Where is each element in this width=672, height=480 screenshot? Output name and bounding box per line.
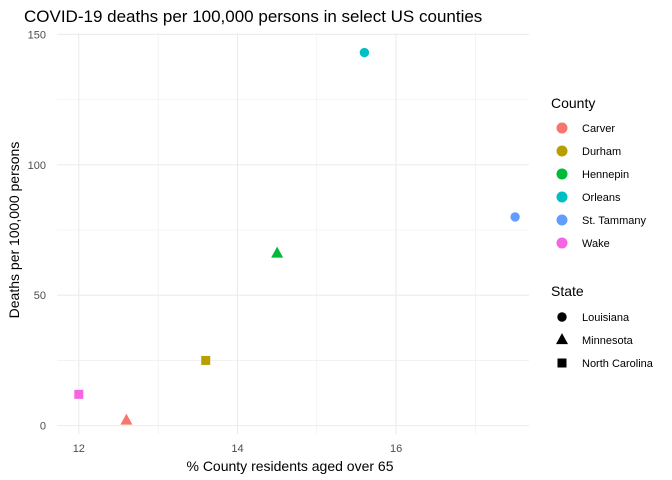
legend-title-state: State — [551, 283, 584, 299]
legend-label: Durham — [582, 146, 621, 158]
legend-key-color — [556, 122, 568, 134]
legend-key-color — [556, 214, 568, 226]
data-point-hennepin — [271, 246, 284, 258]
x-tick-label: 14 — [231, 443, 243, 455]
x-axis-title: % County residents aged over 65 — [186, 458, 393, 474]
legend-key-shape — [557, 358, 567, 368]
chart-title: COVID-19 deaths per 100,000 persons in s… — [24, 7, 482, 26]
legend-label: Orleans — [582, 192, 621, 204]
legend-label: Carver — [582, 123, 615, 135]
data-point-carver — [120, 413, 133, 425]
y-axis-ticks: 0 50 100 150 — [28, 29, 46, 432]
data-point-durham — [201, 355, 211, 365]
y-axis-title: Deaths per 100,000 persons — [6, 142, 22, 319]
legends: County Carver Durham Hennepin Orleans St. Tam… — [551, 95, 654, 370]
y-tick-label: 50 — [34, 290, 46, 302]
legend-key-color — [556, 168, 568, 180]
x-tick-label: 12 — [73, 443, 85, 455]
y-tick-label: 0 — [40, 421, 46, 433]
legend-key-color — [556, 145, 568, 157]
data-point-orleans — [359, 47, 370, 58]
legend-label: Hennepin — [582, 169, 629, 181]
data-points — [74, 47, 520, 425]
legend-key-shape — [556, 333, 568, 345]
x-axis-ticks: 12 14 16 — [73, 443, 403, 455]
legend-label: Louisiana — [582, 312, 630, 324]
legend-key-shape — [557, 312, 567, 322]
y-tick-label: 100 — [28, 160, 46, 172]
data-point-st-tammany — [510, 212, 520, 222]
grid — [57, 33, 529, 434]
legend-key-color — [556, 191, 568, 203]
y-tick-label: 150 — [28, 29, 46, 41]
legend-label: Wake — [582, 238, 610, 250]
legend-label: Minnesota — [582, 335, 634, 347]
legend-title-county: County — [551, 95, 595, 111]
legend-key-color — [556, 237, 568, 249]
legend-label: North Carolina — [582, 358, 654, 370]
data-point-wake — [74, 389, 84, 399]
legend-label: St. Tammany — [582, 215, 646, 227]
x-tick-label: 16 — [390, 443, 402, 455]
